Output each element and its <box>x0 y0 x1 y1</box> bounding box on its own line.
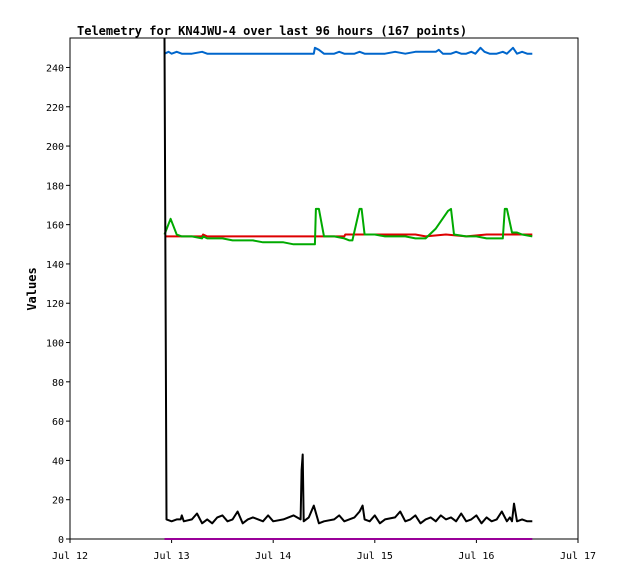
plot-area <box>69 37 579 540</box>
y-tick-label: 80 <box>52 378 64 389</box>
series-line-3 <box>163 37 533 525</box>
y-tick-label: 20 <box>52 496 64 507</box>
chart-title: Telemetry for KN4JWU-4 over last 96 hour… <box>77 24 467 38</box>
series-layer <box>163 37 533 540</box>
x-tick-label: Jul 16 <box>458 551 494 562</box>
y-tick-label: 200 <box>46 142 64 153</box>
x-tick-label: Jul 13 <box>154 551 190 562</box>
y-tick-label: 240 <box>46 63 64 74</box>
series-line-0 <box>164 46 533 55</box>
y-tick-label: 140 <box>46 260 64 271</box>
y-tick-label: 220 <box>46 103 64 114</box>
x-tick-label: Jul 14 <box>255 551 291 562</box>
x-tick-label: Jul 15 <box>357 551 393 562</box>
y-axis: 0 20 40 60 80 100 120 140 160 180 200 220 240 <box>46 63 70 546</box>
x-axis: Jul 12 Jul 13 Jul 14 Jul 15 Jul 16 Jul 17 <box>52 539 596 562</box>
y-tick-label: 40 <box>52 456 64 467</box>
y-tick-label: 120 <box>46 299 64 310</box>
y-tick-label: 160 <box>46 221 64 232</box>
x-tick-label: Jul 12 <box>52 551 88 562</box>
y-tick-label: 60 <box>52 417 64 428</box>
y-tick-label: 0 <box>58 535 64 546</box>
y-tick-label: 180 <box>46 181 64 192</box>
series-line-2 <box>163 207 533 246</box>
y-axis-label: Values <box>25 267 39 310</box>
x-tick-label: Jul 17 <box>560 551 596 562</box>
y-tick-label: 100 <box>46 339 64 350</box>
